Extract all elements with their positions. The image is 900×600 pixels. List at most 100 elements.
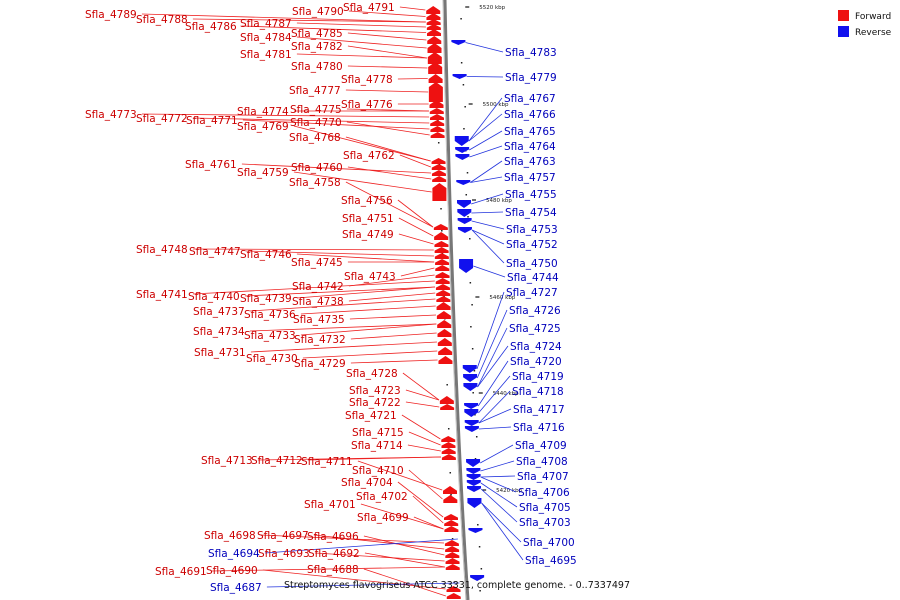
forward-gene-label[interactable]: Sfla_4731 <box>194 347 246 359</box>
forward-gene-arrow[interactable] <box>438 347 453 355</box>
forward-gene-arrow[interactable] <box>428 74 443 83</box>
forward-gene-arrow[interactable] <box>444 540 459 546</box>
forward-gene-label[interactable]: Sfla_4740 <box>188 291 240 303</box>
forward-gene-label[interactable]: Sfla_4781 <box>240 49 292 61</box>
forward-gene-arrow[interactable] <box>434 232 449 240</box>
forward-gene-arrow[interactable] <box>434 247 449 253</box>
reverse-gene-label[interactable]: Sfla_4766 <box>504 109 556 121</box>
reverse-gene-label[interactable]: Sfla_4726 <box>509 305 561 317</box>
reverse-gene-arrow[interactable] <box>454 136 469 146</box>
forward-gene-label[interactable]: Sfla_4730 <box>246 353 298 365</box>
forward-gene-label[interactable]: Sfla_4780 <box>291 61 343 73</box>
forward-gene-arrow[interactable] <box>434 253 449 259</box>
forward-gene-arrow[interactable] <box>445 546 460 552</box>
forward-gene-arrow[interactable] <box>427 43 442 53</box>
forward-gene-arrow[interactable] <box>429 108 444 114</box>
reverse-gene-label[interactable]: Sfla_4725 <box>509 323 561 335</box>
reverse-gene-arrow[interactable] <box>467 498 482 508</box>
reverse-gene-arrow[interactable] <box>451 40 466 45</box>
reverse-gene-label[interactable]: Sfla_4687 <box>210 582 262 594</box>
forward-gene-arrow[interactable] <box>432 183 447 201</box>
forward-gene-label[interactable]: Sfla_4784 <box>240 32 292 44</box>
reverse-gene-label[interactable]: Sfla_4718 <box>512 386 564 398</box>
reverse-gene-arrow[interactable] <box>464 426 479 432</box>
forward-gene-arrow[interactable] <box>427 29 442 36</box>
forward-gene-label[interactable]: Sfla_4778 <box>341 74 393 86</box>
reverse-gene-label[interactable]: Sfla_4709 <box>515 440 567 452</box>
forward-gene-label[interactable]: Sfla_4774 <box>237 106 289 118</box>
reverse-gene-arrow[interactable] <box>452 74 467 79</box>
reverse-gene-arrow[interactable] <box>470 575 485 581</box>
forward-gene-label[interactable]: Sfla_4761 <box>185 159 237 171</box>
forward-gene-arrow[interactable] <box>432 176 447 182</box>
forward-gene-label[interactable]: Sfla_4729 <box>294 358 346 370</box>
forward-gene-label[interactable]: Sfla_4699 <box>357 512 409 524</box>
reverse-gene-arrow[interactable] <box>464 409 479 417</box>
forward-gene-arrow[interactable] <box>445 564 460 570</box>
forward-gene-label[interactable]: Sfla_4738 <box>292 296 344 308</box>
reverse-gene-arrow[interactable] <box>464 403 479 409</box>
reverse-gene-label[interactable]: Sfla_4727 <box>506 287 558 299</box>
forward-gene-label[interactable]: Sfla_4748 <box>136 244 188 256</box>
forward-gene-label[interactable]: Sfla_4693 <box>258 548 310 560</box>
forward-gene-label[interactable]: Sfla_4721 <box>345 410 397 422</box>
reverse-gene-arrow[interactable] <box>455 147 470 153</box>
reverse-gene-label[interactable]: Sfla_4719 <box>512 371 564 383</box>
forward-gene-arrow[interactable] <box>446 593 461 599</box>
forward-gene-arrow[interactable] <box>443 514 458 520</box>
forward-gene-arrow[interactable] <box>430 132 445 138</box>
forward-gene-label[interactable]: Sfla_4769 <box>237 121 289 133</box>
reverse-gene-arrow[interactable] <box>463 383 478 391</box>
reverse-gene-label[interactable]: Sfla_4744 <box>507 272 559 284</box>
reverse-gene-label[interactable]: Sfla_4755 <box>505 189 557 201</box>
forward-gene-arrow[interactable] <box>427 36 442 44</box>
forward-gene-arrow[interactable] <box>443 486 458 494</box>
reverse-gene-label[interactable]: Sfla_4700 <box>523 537 575 549</box>
forward-gene-label[interactable]: Sfla_4786 <box>185 21 237 33</box>
reverse-gene-label[interactable]: Sfla_4717 <box>513 404 565 416</box>
forward-gene-label[interactable]: Sfla_4790 <box>292 6 344 18</box>
reverse-gene-label[interactable]: Sfla_4767 <box>504 93 556 105</box>
forward-gene-label[interactable]: Sfla_4704 <box>341 477 393 489</box>
forward-gene-label[interactable]: Sfla_4691 <box>155 566 207 578</box>
forward-gene-arrow[interactable] <box>441 436 456 442</box>
reverse-gene-label[interactable]: Sfla_4764 <box>504 141 556 153</box>
forward-gene-label[interactable]: Sfla_4742 <box>292 281 344 293</box>
forward-gene-arrow[interactable] <box>441 454 456 460</box>
forward-gene-arrow[interactable] <box>429 114 444 120</box>
forward-gene-label[interactable]: Sfla_4701 <box>304 499 356 511</box>
forward-gene-arrow[interactable] <box>427 52 442 64</box>
forward-gene-arrow[interactable] <box>445 552 460 558</box>
forward-gene-arrow[interactable] <box>436 290 451 296</box>
reverse-gene-arrow[interactable] <box>455 154 470 160</box>
reverse-gene-arrow[interactable] <box>463 374 478 382</box>
forward-gene-arrow[interactable] <box>436 296 451 302</box>
forward-gene-label[interactable]: Sfla_4743 <box>344 271 396 283</box>
forward-gene-arrow[interactable] <box>441 448 456 454</box>
forward-gene-label[interactable]: Sfla_4736 <box>244 309 296 321</box>
forward-gene-arrow[interactable] <box>426 24 441 30</box>
forward-gene-label[interactable]: Sfla_4776 <box>341 99 393 111</box>
reverse-gene-arrow[interactable] <box>457 209 472 217</box>
reverse-gene-arrow[interactable] <box>466 468 481 474</box>
forward-gene-label[interactable]: Sfla_4692 <box>308 548 360 560</box>
forward-gene-arrow[interactable] <box>446 586 461 592</box>
forward-gene-label[interactable]: Sfla_4739 <box>240 293 292 305</box>
reverse-gene-arrow[interactable] <box>468 528 483 533</box>
reverse-gene-label[interactable]: Sfla_4757 <box>504 172 556 184</box>
forward-gene-label[interactable]: Sfla_4711 <box>301 456 353 468</box>
reverse-gene-arrow[interactable] <box>456 180 471 185</box>
forward-gene-label[interactable]: Sfla_4698 <box>204 530 256 542</box>
forward-gene-arrow[interactable] <box>441 442 456 448</box>
forward-gene-label[interactable]: Sfla_4747 <box>189 246 241 258</box>
forward-gene-label[interactable]: Sfla_4775 <box>290 104 342 116</box>
forward-gene-label[interactable]: Sfla_4741 <box>136 289 188 301</box>
reverse-gene-label[interactable]: Sfla_4707 <box>517 471 569 483</box>
forward-gene-arrow[interactable] <box>430 120 445 126</box>
forward-gene-arrow[interactable] <box>435 259 450 265</box>
forward-gene-label[interactable]: Sfla_4771 <box>186 115 238 127</box>
forward-gene-label[interactable]: Sfla_4782 <box>291 41 343 53</box>
forward-gene-arrow[interactable] <box>434 241 449 247</box>
forward-gene-label[interactable]: Sfla_4702 <box>356 491 408 503</box>
forward-gene-label[interactable]: Sfla_4785 <box>291 28 343 40</box>
